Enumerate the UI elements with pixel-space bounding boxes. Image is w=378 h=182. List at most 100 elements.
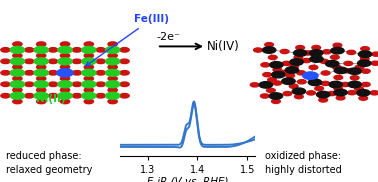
Circle shape (1, 82, 10, 86)
Circle shape (108, 65, 117, 69)
Circle shape (72, 59, 82, 64)
Text: -2e⁻: -2e⁻ (156, 32, 180, 42)
Circle shape (48, 48, 58, 52)
Circle shape (334, 89, 347, 96)
Circle shape (60, 42, 70, 46)
Circle shape (310, 56, 323, 62)
Circle shape (321, 71, 330, 75)
Circle shape (105, 58, 120, 65)
Circle shape (289, 84, 298, 88)
Circle shape (72, 82, 82, 86)
Circle shape (307, 91, 315, 95)
Circle shape (60, 53, 70, 58)
Circle shape (331, 48, 344, 54)
Circle shape (268, 55, 277, 60)
Circle shape (265, 43, 273, 47)
Circle shape (312, 46, 321, 50)
Circle shape (327, 91, 336, 96)
Circle shape (105, 69, 120, 76)
Circle shape (10, 92, 25, 99)
Circle shape (48, 82, 58, 86)
Circle shape (271, 71, 285, 78)
Text: highly distorted: highly distorted (265, 165, 341, 175)
Circle shape (72, 94, 82, 98)
Circle shape (1, 71, 10, 75)
Circle shape (347, 50, 356, 54)
Circle shape (316, 91, 330, 98)
Circle shape (25, 48, 34, 52)
Circle shape (303, 72, 318, 79)
Circle shape (308, 77, 317, 81)
Circle shape (336, 96, 345, 100)
Circle shape (260, 94, 269, 98)
Circle shape (325, 60, 339, 67)
Circle shape (348, 91, 356, 95)
Circle shape (356, 90, 370, 96)
Circle shape (60, 88, 70, 92)
Circle shape (84, 88, 93, 92)
Circle shape (105, 81, 120, 88)
Circle shape (273, 81, 282, 85)
Circle shape (82, 58, 96, 65)
Circle shape (13, 42, 22, 46)
Circle shape (84, 76, 93, 81)
Circle shape (34, 92, 48, 99)
Circle shape (1, 48, 10, 52)
Circle shape (286, 74, 294, 78)
Circle shape (13, 76, 22, 81)
Circle shape (283, 92, 292, 96)
Circle shape (371, 61, 378, 65)
Circle shape (266, 88, 275, 92)
Circle shape (304, 51, 313, 55)
Text: Ni(IV): Ni(IV) (207, 40, 240, 53)
Circle shape (58, 92, 72, 99)
Circle shape (105, 92, 120, 99)
Circle shape (34, 81, 48, 88)
Circle shape (34, 69, 48, 76)
Circle shape (60, 65, 70, 69)
Circle shape (355, 65, 364, 69)
Circle shape (361, 69, 370, 73)
Circle shape (280, 50, 289, 54)
Circle shape (334, 86, 342, 91)
Circle shape (82, 81, 96, 88)
Circle shape (358, 60, 371, 66)
Circle shape (60, 99, 70, 104)
Circle shape (341, 82, 350, 87)
Circle shape (332, 65, 341, 69)
Circle shape (120, 59, 129, 64)
Circle shape (297, 71, 305, 75)
Circle shape (58, 46, 72, 53)
Circle shape (25, 94, 34, 98)
Circle shape (84, 65, 93, 69)
Circle shape (290, 59, 303, 65)
Circle shape (108, 42, 117, 46)
Circle shape (250, 83, 259, 87)
Circle shape (96, 82, 105, 86)
Circle shape (108, 88, 117, 92)
Circle shape (25, 82, 34, 86)
Circle shape (37, 42, 46, 46)
Circle shape (273, 68, 282, 72)
Circle shape (108, 76, 117, 81)
Circle shape (72, 71, 82, 75)
Circle shape (293, 50, 307, 56)
Circle shape (72, 48, 82, 52)
Circle shape (297, 80, 306, 84)
Circle shape (319, 98, 328, 102)
Circle shape (269, 93, 283, 99)
Circle shape (48, 59, 58, 64)
Circle shape (359, 96, 368, 100)
Circle shape (34, 46, 48, 53)
Circle shape (310, 50, 323, 56)
Circle shape (96, 71, 105, 75)
Circle shape (13, 65, 22, 69)
Circle shape (108, 53, 117, 58)
Circle shape (82, 69, 96, 76)
Circle shape (84, 53, 93, 58)
Circle shape (334, 75, 342, 80)
Circle shape (82, 92, 96, 99)
Circle shape (120, 71, 129, 75)
Circle shape (120, 82, 129, 86)
Circle shape (48, 71, 58, 75)
